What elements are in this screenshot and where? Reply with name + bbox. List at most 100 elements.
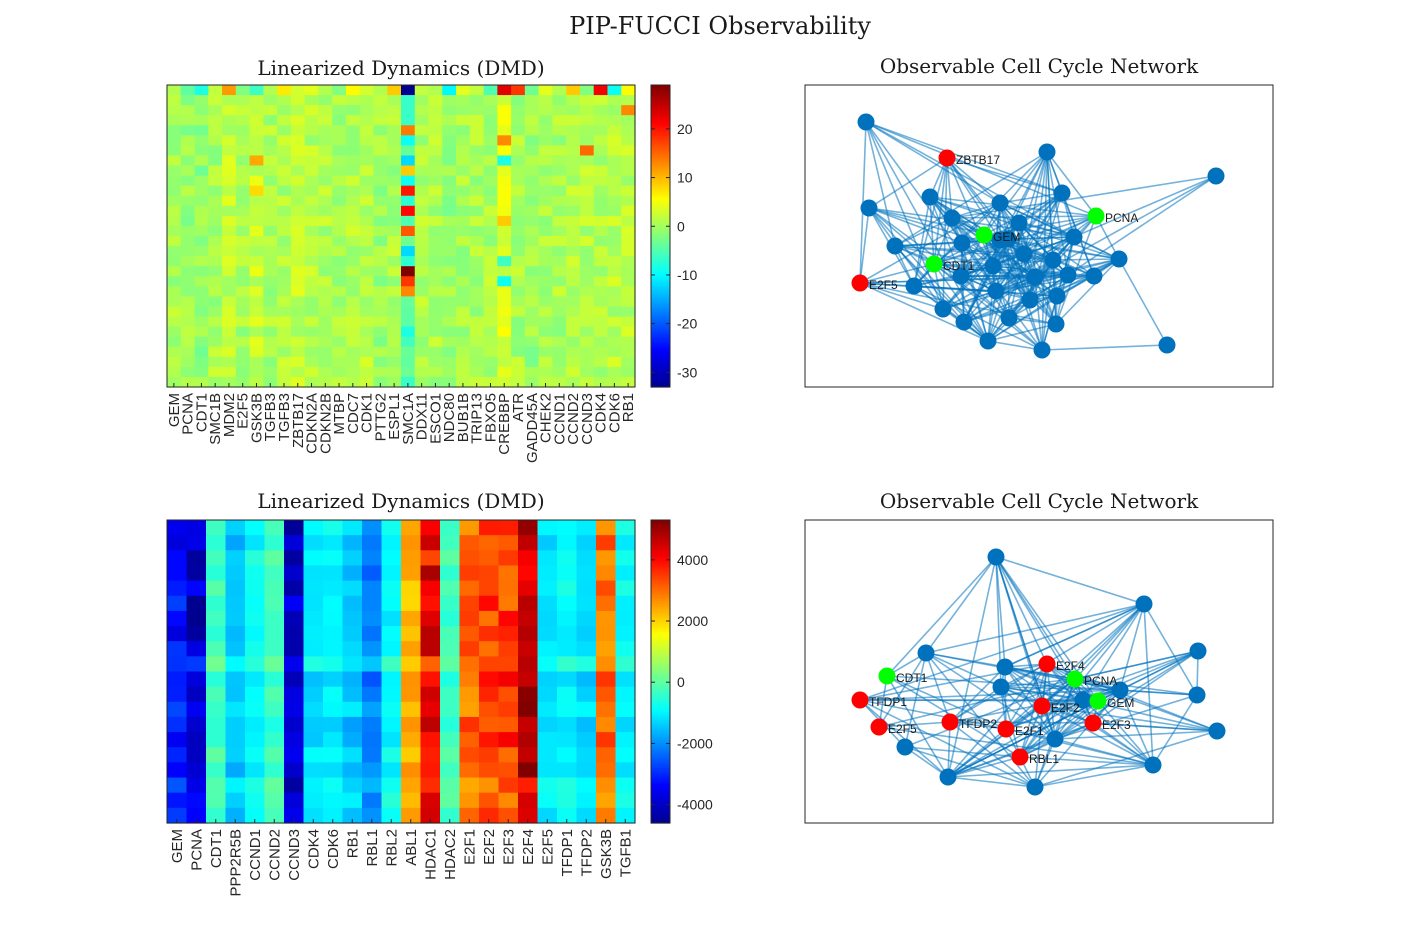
heatmap-cell	[596, 807, 617, 824]
heatmap-cell	[318, 296, 333, 308]
heatmap-cell	[479, 671, 500, 688]
heatmap-cell	[381, 626, 402, 642]
network-edge	[925, 603, 1145, 654]
colorbar-segment	[651, 699, 670, 703]
heatmap-cell	[167, 550, 188, 567]
colorbar-segment	[651, 555, 670, 559]
heatmap-cell	[245, 565, 266, 582]
heatmap-cell	[552, 336, 567, 348]
network-edge	[987, 323, 1057, 342]
heatmap-cell	[323, 792, 344, 809]
colorbar-segment	[651, 306, 670, 310]
network-node	[955, 313, 973, 331]
network-edge	[999, 239, 1043, 351]
heatmap-cell	[428, 205, 443, 217]
heatmap-cell	[249, 286, 264, 297]
heatmap-cell	[245, 732, 266, 748]
heatmap-cell	[511, 246, 526, 257]
heatmap-cell	[497, 85, 512, 96]
heatmap-cell	[167, 656, 188, 673]
heatmap-cell	[518, 520, 539, 536]
heatmap-cell	[263, 215, 278, 227]
colorbar-segment	[651, 679, 670, 683]
heatmap-cell	[249, 225, 264, 237]
heatmap-cell	[359, 215, 375, 227]
heatmap-cell	[552, 276, 567, 287]
heatmap-cell	[381, 641, 402, 657]
heatmap-cell	[318, 316, 333, 328]
heatmap-cell	[511, 95, 526, 106]
heatmap-cell	[414, 155, 430, 167]
heatmap-cell	[607, 185, 622, 197]
heatmap-cell	[607, 85, 622, 96]
heatmap-cell	[180, 185, 196, 197]
heatmap-cell	[621, 95, 636, 106]
heatmap-cell	[566, 85, 581, 96]
heatmap-cell	[596, 595, 617, 612]
colorbar-segment	[651, 648, 670, 652]
heatmap-cell	[498, 807, 519, 824]
heatmap-cell	[511, 336, 526, 348]
colorbar-tick-label: -20	[677, 316, 697, 332]
heatmap-cell	[208, 246, 223, 257]
column-label: ESCO1	[427, 393, 444, 444]
network-node-label: CDT1	[943, 259, 975, 273]
heatmap-cell	[225, 732, 246, 748]
heatmap-cell	[332, 155, 347, 167]
heatmap-cell	[607, 195, 622, 207]
heatmap-cell	[323, 686, 344, 703]
heatmap-cell	[456, 376, 471, 388]
heatmap-cell	[420, 716, 441, 733]
heatmap-cell	[167, 641, 188, 657]
colorbar-segment	[651, 805, 670, 809]
heatmap-cell	[249, 366, 264, 378]
heatmap-cell	[332, 115, 347, 126]
colorbar-segment	[651, 140, 670, 144]
heatmap-cell	[318, 326, 333, 338]
heatmap-cell	[538, 286, 554, 297]
heatmap-cell	[264, 671, 285, 688]
column-label: GEM	[169, 829, 186, 863]
colorbar-segment	[651, 336, 670, 340]
heatmap-cell	[381, 580, 402, 597]
colorbar-segment	[651, 90, 670, 94]
heatmap-cell	[459, 701, 480, 718]
heatmap-cell	[456, 296, 471, 308]
heatmap-cell	[180, 346, 196, 358]
heatmap-cell	[249, 376, 264, 388]
heatmap-cell	[576, 701, 597, 718]
heatmap-cell	[373, 105, 388, 116]
heatmap-cell	[277, 205, 292, 217]
heatmap-cell	[381, 595, 402, 612]
heatmap-cell	[222, 286, 237, 297]
heatmap-cell	[401, 777, 422, 794]
heatmap-cell	[401, 316, 416, 328]
heatmap-cell	[428, 236, 443, 247]
heatmap-cell	[359, 306, 375, 318]
heatmap-cell	[615, 626, 636, 642]
heatmap-cell	[607, 366, 622, 378]
heatmap-cell	[206, 686, 227, 703]
heatmap-cell	[593, 165, 609, 177]
column-label: GADD45A	[524, 393, 541, 463]
column-label: FBXO5	[482, 393, 499, 442]
heatmap-cell	[498, 520, 519, 536]
heatmap-cell	[579, 346, 595, 358]
network-node	[857, 113, 875, 131]
heatmap-cell	[318, 276, 333, 287]
heatmap-cell	[263, 326, 278, 338]
heatmap-cell	[607, 105, 622, 116]
heatmap-cell	[537, 732, 558, 748]
heatmap-cell	[557, 701, 578, 718]
heatmap-cell	[442, 125, 457, 136]
heatmap-cell	[167, 346, 182, 358]
heatmap-cell	[442, 95, 457, 106]
colorbar-segment	[651, 530, 670, 534]
heatmap-cell	[621, 195, 636, 207]
colorbar-segment	[651, 364, 670, 368]
heatmap-cell	[497, 225, 512, 237]
heatmap-cell	[479, 626, 500, 642]
heatmap-cell	[387, 95, 402, 106]
heatmap-cell	[362, 656, 383, 673]
network-edge	[1054, 730, 1218, 740]
